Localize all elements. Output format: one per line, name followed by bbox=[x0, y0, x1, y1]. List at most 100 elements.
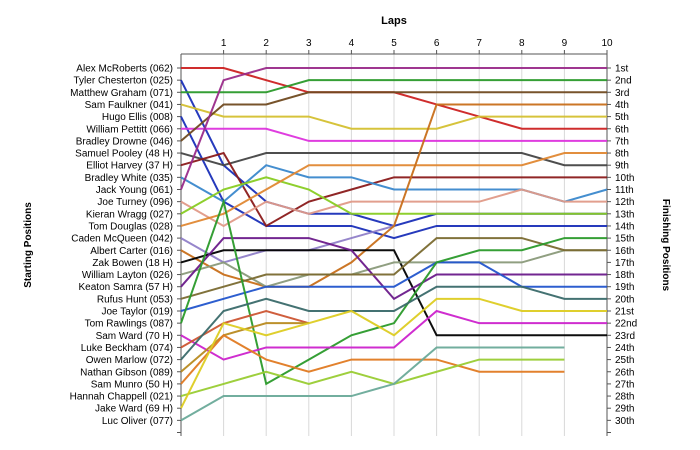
grid bbox=[223, 54, 565, 436]
starting-position-label: Rufus Hunt (053) bbox=[97, 294, 173, 305]
x-tick-label: 1 bbox=[221, 38, 227, 49]
series-line-3 bbox=[181, 79, 607, 94]
finishing-position-label: 1st bbox=[615, 64, 629, 75]
starting-position-label: Elliot Harvey (37 H) bbox=[86, 161, 173, 172]
starting-position-label: Jack Young (061) bbox=[96, 185, 173, 196]
finishing-position-label: 12th bbox=[615, 197, 634, 208]
series-line-7 bbox=[180, 91, 607, 142]
series-line-22 bbox=[180, 198, 607, 386]
x-tick-label: 5 bbox=[391, 38, 397, 49]
finishing-position-label: 11th bbox=[615, 185, 634, 196]
finishing-position-label: 10th bbox=[615, 173, 634, 184]
finishing-position-label: 15th bbox=[615, 234, 634, 245]
finishing-position-label: 8th bbox=[615, 149, 629, 160]
x-tick-label: 7 bbox=[476, 38, 482, 49]
starting-position-label: Keaton Samra (57 H) bbox=[79, 282, 174, 293]
series-line-6 bbox=[181, 127, 607, 142]
series-line-20 bbox=[180, 237, 607, 300]
starting-position-label: William Layton (026) bbox=[82, 270, 173, 281]
x-tick-label: 6 bbox=[434, 38, 440, 49]
series-line-29 bbox=[180, 297, 607, 409]
finishing-position-labels: 1st2nd3rd4th5th6th7th8th9th10th11th12th1… bbox=[615, 64, 637, 427]
starting-position-label: Tyler Chesterton (025) bbox=[74, 76, 174, 87]
starting-position-label: Owen Marlow (072) bbox=[86, 355, 173, 366]
finishing-position-label: 26th bbox=[615, 367, 634, 378]
finishing-position-label: 5th bbox=[615, 112, 629, 123]
left-axis-label: Starting Positions bbox=[23, 202, 34, 288]
starting-position-label: Jake Ward (69 H) bbox=[95, 404, 173, 415]
starting-position-label: Luke Beckham (074) bbox=[81, 343, 173, 354]
starting-position-label: Caden McQueen (042) bbox=[71, 234, 173, 245]
finishing-position-label: 9th bbox=[615, 161, 629, 172]
finishing-position-label: 4th bbox=[615, 100, 629, 111]
starting-position-label: Bradley Drowne (046) bbox=[76, 136, 173, 147]
finishing-position-label: 25th bbox=[615, 355, 634, 366]
series-line-19 bbox=[180, 237, 607, 301]
chart-title: Laps bbox=[381, 15, 407, 27]
x-tick-label: 2 bbox=[263, 38, 269, 49]
finishing-position-label: 3rd bbox=[615, 88, 629, 99]
starting-position-label: Albert Carter (016) bbox=[90, 246, 173, 257]
x-tick-label: 4 bbox=[349, 38, 355, 49]
starting-position-label: Alex McRoberts (062) bbox=[76, 64, 173, 75]
starting-position-label: Tom Douglas (028) bbox=[89, 221, 173, 232]
finishing-position-label: 20th bbox=[615, 294, 634, 305]
finishing-position-label: 6th bbox=[615, 124, 629, 135]
finishing-position-label: 16th bbox=[615, 246, 634, 257]
finishing-position-label: 17th bbox=[615, 258, 634, 269]
series-line-16 bbox=[180, 103, 607, 288]
x-tick-label: 10 bbox=[601, 38, 613, 49]
finishing-position-label: 18th bbox=[615, 270, 634, 281]
series-lines bbox=[180, 67, 608, 422]
starting-position-label: Tom Rawlings (087) bbox=[85, 319, 173, 330]
finishing-position-label: 21st bbox=[615, 307, 634, 318]
starting-position-label: Samuel Pooley (48 H) bbox=[75, 149, 173, 160]
series-line-25 bbox=[180, 285, 607, 361]
series-line-28 bbox=[180, 358, 565, 398]
starting-position-label: Bradley White (035) bbox=[85, 173, 173, 184]
starting-position-label: William Pettitt (066) bbox=[86, 124, 173, 135]
finishing-position-label: 19th bbox=[615, 282, 634, 293]
finishing-position-label: 2nd bbox=[615, 76, 632, 87]
starting-position-label: Nathan Gibson (089) bbox=[80, 367, 173, 378]
series-line-14 bbox=[180, 152, 607, 227]
series-line-21 bbox=[180, 261, 607, 312]
series-line-9 bbox=[180, 151, 607, 228]
starting-position-label: Hannah Chappell (021) bbox=[70, 392, 173, 403]
finishing-position-label: 27th bbox=[615, 379, 634, 390]
series-line-11 bbox=[180, 67, 607, 190]
series-line-30 bbox=[180, 346, 565, 422]
finishing-position-label: 14th bbox=[615, 221, 634, 232]
series-line-5 bbox=[180, 116, 607, 240]
series-line-4 bbox=[180, 103, 607, 130]
finishing-position-label: 23rd bbox=[615, 331, 635, 342]
finishing-position-label: 28th bbox=[615, 392, 634, 403]
finishing-position-label: 29th bbox=[615, 404, 634, 415]
series-line-13 bbox=[180, 176, 607, 215]
x-tick-labels: 1 2 3 4 5 6 7 8 9 10 bbox=[221, 38, 613, 54]
starting-position-label: Joe Turney (096) bbox=[97, 197, 173, 208]
starting-position-label: Joe Taylor (019) bbox=[101, 307, 173, 318]
starting-position-label: Matthew Graham (071) bbox=[70, 88, 173, 99]
finishing-position-label: 7th bbox=[615, 136, 629, 147]
starting-position-label: Hugo Ellis (008) bbox=[102, 112, 173, 123]
x-tick-label: 9 bbox=[562, 38, 568, 49]
series-line-27 bbox=[180, 334, 565, 385]
x-tick-label: 3 bbox=[306, 38, 312, 49]
finishing-position-label: 22nd bbox=[615, 319, 637, 330]
starting-position-label: Sam Faulkner (041) bbox=[85, 100, 173, 111]
starting-position-label: Luc Oliver (077) bbox=[102, 416, 173, 427]
starting-position-labels: Alex McRoberts (062)Tyler Chesterton (02… bbox=[70, 64, 173, 427]
x-tick-label: 8 bbox=[519, 38, 525, 49]
finishing-position-label: 30th bbox=[615, 416, 634, 427]
finishing-position-label: 13th bbox=[615, 209, 634, 220]
starting-position-label: Sam Ward (70 H) bbox=[96, 331, 173, 342]
right-axis-label: Finishing Positions bbox=[660, 199, 671, 292]
series-line-12 bbox=[180, 188, 607, 228]
finishing-position-label: 24th bbox=[615, 343, 634, 354]
series-line-17 bbox=[180, 249, 607, 337]
starting-position-label: Zak Bowen (18 H) bbox=[92, 258, 173, 269]
starting-position-label: Sam Munro (50 H) bbox=[91, 379, 173, 390]
starting-position-label: Kieran Wragg (027) bbox=[86, 209, 173, 220]
